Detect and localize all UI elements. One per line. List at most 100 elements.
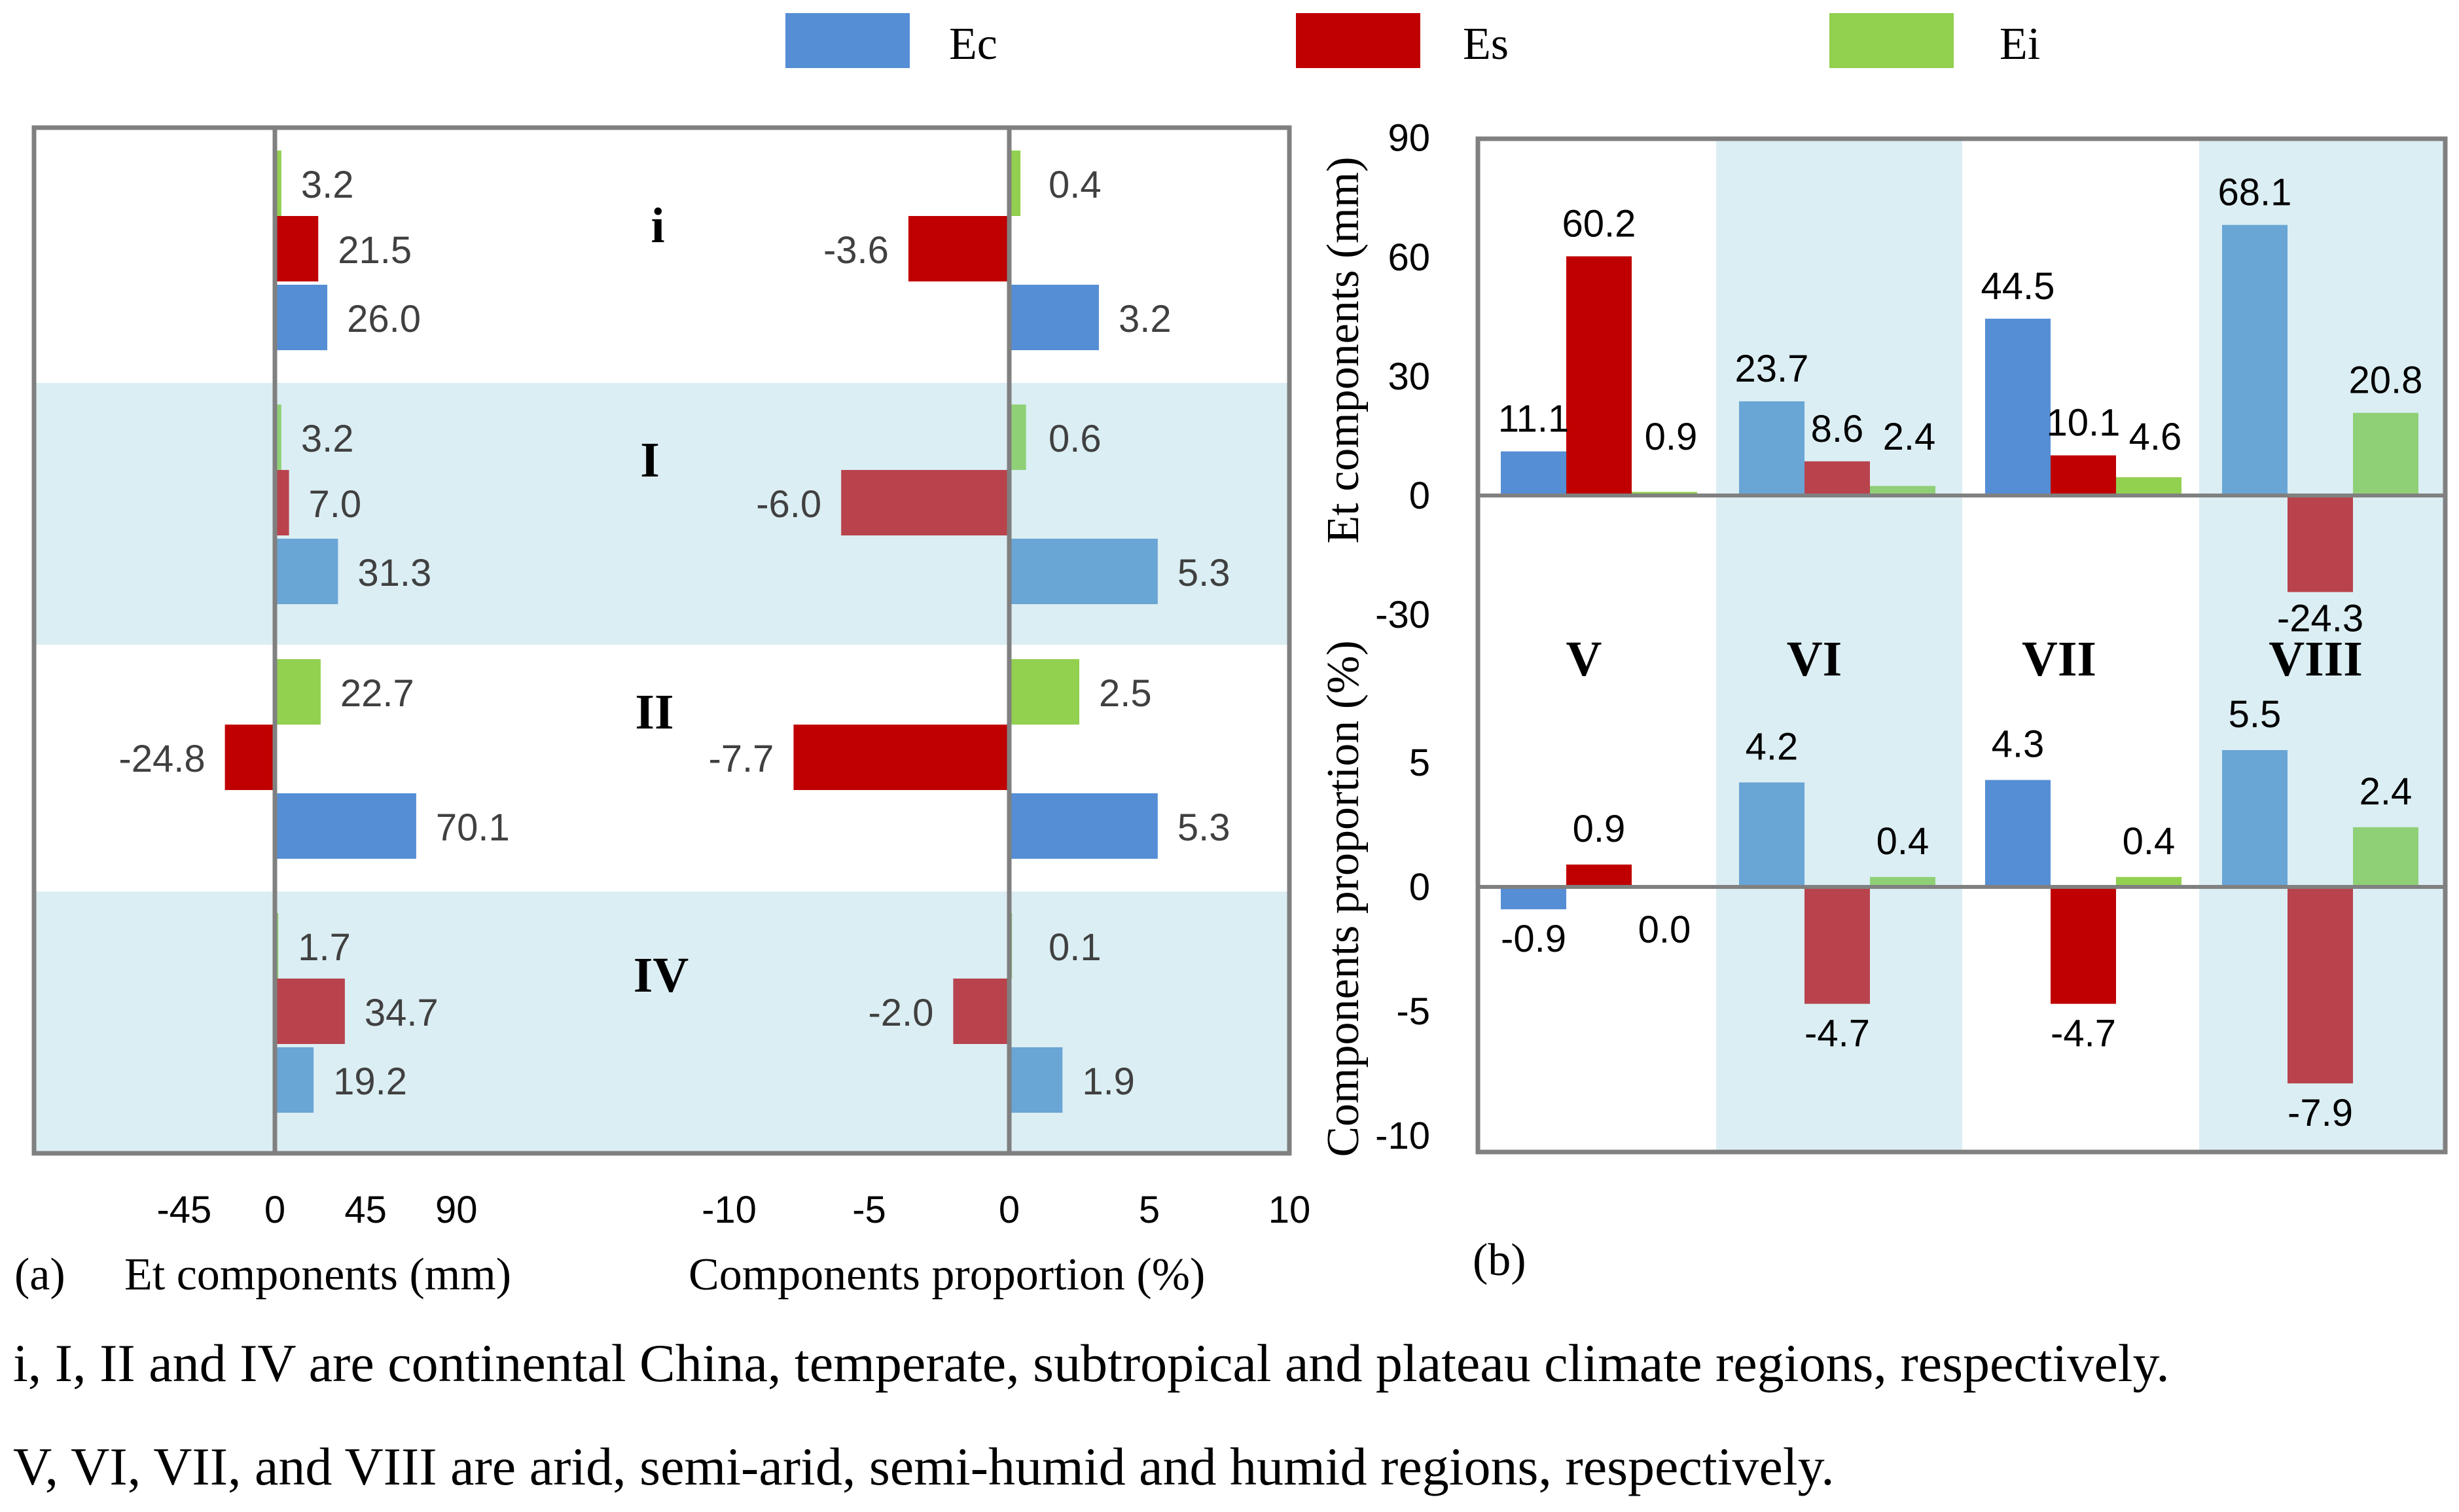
x-tick-pct: 10 xyxy=(1268,1189,1311,1231)
bar-pct-ei-i xyxy=(1009,151,1021,216)
x-axis-title-pct: Components proportion (%) xyxy=(689,1250,1205,1300)
label-b-pct-ei-VI: 0.4 xyxy=(1876,820,1930,863)
label-mm-ei-II: 22.7 xyxy=(340,672,414,715)
legend-swatch-ei xyxy=(1829,13,1954,68)
panel-b-frame xyxy=(1475,136,2448,1155)
bar-b-pct-ei-VI xyxy=(1870,876,1935,887)
label-b-pct-es-VI: -4.7 xyxy=(1804,1013,1870,1055)
y-tick-mm: 90 xyxy=(1388,117,1430,160)
label-mm-es-II: -24.8 xyxy=(118,738,205,780)
y-axis-title-pct: Components proportion (%) xyxy=(1318,640,1369,1157)
x-tick-pct: -10 xyxy=(702,1189,757,1231)
label-mm-es-I: 7.0 xyxy=(309,483,362,526)
legend-swatch-es xyxy=(1296,13,1420,68)
bar-pct-ei-II xyxy=(1009,659,1079,725)
bar-b-mm-ei-VII xyxy=(2116,477,2181,495)
bar-b-mm-es-VI xyxy=(1804,461,1870,495)
panel-label-a: (a) xyxy=(14,1250,65,1300)
x-tick-pct: 0 xyxy=(999,1189,1020,1231)
bar-b-mm-es-VII xyxy=(2051,455,2116,495)
legend: Ec Es Ei xyxy=(785,13,2040,69)
bar-b-mm-ec-VIII xyxy=(2222,225,2288,495)
bar-mm-ei-II xyxy=(275,659,321,725)
bar-b-mm-ei-VIII xyxy=(2353,412,2418,495)
bar-pct-es-II xyxy=(793,725,1009,790)
label-mm-ei-IV: 1.7 xyxy=(298,926,351,969)
label-b-mm-ei-VIII: 20.8 xyxy=(2349,359,2423,402)
caption-line-1: i, I, II and IV are continental China, t… xyxy=(13,1333,2170,1393)
panel-a-band-IV xyxy=(34,891,1289,1153)
bar-b-pct-es-VI xyxy=(1804,887,1870,1004)
panel-label-b: (b) xyxy=(1473,1235,1526,1286)
label-mm-ei-i: 3.2 xyxy=(301,164,354,206)
label-b-mm-es-VI: 8.6 xyxy=(1811,408,1864,450)
label-mm-ec-IV: 19.2 xyxy=(333,1060,407,1103)
bar-mm-ec-II xyxy=(275,793,416,859)
bar-b-pct-ec-VII xyxy=(1985,780,2051,887)
label-b-pct-es-VIII: -7.9 xyxy=(2288,1092,2353,1134)
label-mm-ei-I: 3.2 xyxy=(301,418,354,460)
label-b-mm-ei-VI: 2.4 xyxy=(1883,416,1936,458)
label-pct-ec-I: 5.3 xyxy=(1177,552,1230,594)
y-tick-mm: 60 xyxy=(1388,236,1430,279)
label-b-pct-ei-VIII: 2.4 xyxy=(2360,770,2413,813)
x-tick-mm: 45 xyxy=(344,1189,387,1231)
x-tick-mm: -45 xyxy=(156,1189,211,1231)
bar-mm-es-I xyxy=(275,470,289,535)
bar-b-mm-ec-VII xyxy=(1985,318,2051,495)
legend-label-ec: Ec xyxy=(949,19,997,69)
label-pct-es-II: -7.7 xyxy=(708,738,774,780)
y-tick-pct: 5 xyxy=(1409,742,1430,784)
y-axis-title-mm: Et components (mm) xyxy=(1318,156,1369,543)
label-b-mm-es-V: 60.2 xyxy=(1562,203,1636,245)
x-tick-mm: 90 xyxy=(435,1189,478,1231)
y-tick-pct: 0 xyxy=(1409,866,1430,909)
bar-mm-es-IV xyxy=(275,979,345,1044)
bar-mm-es-II xyxy=(224,725,275,790)
label-b-pct-es-V: 0.9 xyxy=(1573,808,1626,850)
label-b-pct-ei-V: 0.0 xyxy=(1638,909,1691,951)
category-label-VII: VII xyxy=(2022,632,2096,687)
label-pct-ei-IV: 0.1 xyxy=(1049,926,1102,969)
legend-label-es: Es xyxy=(1463,19,1509,69)
label-mm-ec-II: 70.1 xyxy=(436,806,510,849)
label-b-mm-ec-V: 11.1 xyxy=(1498,398,1570,441)
label-b-mm-es-VIII: -24.3 xyxy=(2277,598,2363,640)
y-tick-mm: 30 xyxy=(1388,355,1430,398)
label-pct-ei-II: 2.5 xyxy=(1099,672,1152,715)
bar-b-pct-ei-VII xyxy=(2116,876,2181,887)
bar-b-pct-es-VIII xyxy=(2288,887,2353,1084)
category-label-i: i xyxy=(651,198,664,253)
label-b-mm-ec-VII: 44.5 xyxy=(1981,265,2055,308)
bar-mm-ec-I xyxy=(275,539,338,604)
label-b-pct-ec-VI: 4.2 xyxy=(1746,725,1799,768)
label-pct-ec-i: 3.2 xyxy=(1119,298,1172,340)
bar-b-pct-es-VII xyxy=(2051,887,2116,1004)
legend-swatch-ec xyxy=(785,13,910,68)
bar-mm-ei-I xyxy=(275,405,281,470)
category-label-IV: IV xyxy=(634,948,689,1003)
label-b-pct-ei-VII: 0.4 xyxy=(2123,820,2176,863)
label-mm-es-IV: 34.7 xyxy=(365,992,439,1034)
label-pct-es-I: -6.0 xyxy=(756,483,821,526)
category-label-II: II xyxy=(635,685,673,740)
category-label-V: V xyxy=(1566,632,1602,687)
bar-mm-ec-i xyxy=(275,285,328,350)
label-b-pct-ec-VII: 4.3 xyxy=(1992,723,2045,766)
category-label-VIII: VIII xyxy=(2269,632,2363,687)
label-mm-es-i: 21.5 xyxy=(338,229,412,272)
bar-pct-ec-I xyxy=(1009,539,1158,604)
label-mm-ec-i: 26.0 xyxy=(347,298,421,340)
bar-pct-ec-II xyxy=(1009,793,1158,859)
y-tick-pct: -5 xyxy=(1396,990,1430,1033)
panel-a: 26.0 3.2 21.5 -3.6 3.2 0.4 31.3 5.3 7.0 -6.0 3.2 0.… xyxy=(14,125,1311,1300)
label-pct-ec-II: 5.3 xyxy=(1177,806,1230,849)
bar-mm-es-i xyxy=(275,216,319,281)
label-b-mm-ec-VIII: 68.1 xyxy=(2218,171,2292,214)
y-tick-mm: 0 xyxy=(1409,475,1430,517)
bar-b-pct-ec-VI xyxy=(1739,782,1804,887)
bar-b-pct-es-V xyxy=(1566,864,1632,887)
panel-a-frame xyxy=(31,125,1292,1156)
bar-b-mm-ei-VI xyxy=(1870,486,1935,495)
